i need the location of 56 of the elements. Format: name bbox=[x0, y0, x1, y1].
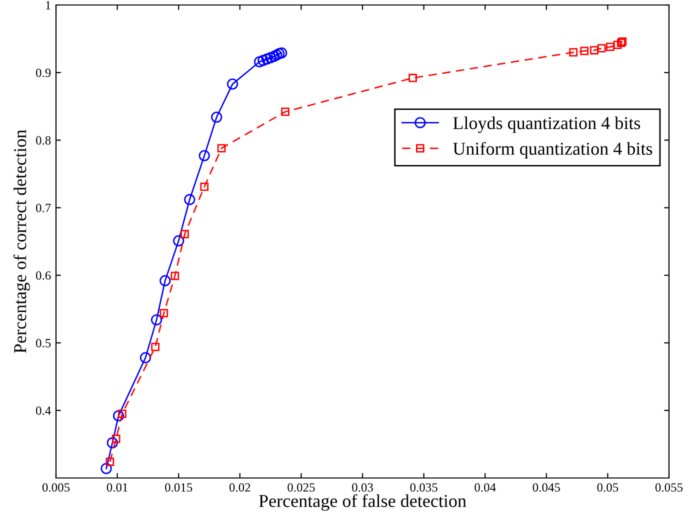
point bbox=[211, 112, 222, 123]
point bbox=[274, 48, 285, 60]
y-axis-title: Percentage of correct detection bbox=[13, 130, 30, 354]
point bbox=[112, 410, 124, 422]
x-tick-label: 0.04 bbox=[474, 483, 496, 492]
y-tick-label: 0.4 bbox=[36, 406, 51, 415]
x-tick-label: 0.055 bbox=[655, 483, 683, 492]
point bbox=[184, 194, 196, 206]
x-tick-label: 0.05 bbox=[597, 483, 618, 492]
point bbox=[198, 150, 210, 162]
point bbox=[569, 48, 578, 56]
point bbox=[106, 437, 118, 448]
point bbox=[226, 78, 238, 90]
x-tick-label: 0.015 bbox=[165, 483, 192, 492]
point bbox=[606, 42, 614, 52]
x-tick-label: 0.01 bbox=[106, 483, 128, 492]
point bbox=[100, 462, 112, 474]
point bbox=[408, 74, 417, 82]
point bbox=[613, 40, 622, 50]
x-tick-label: 0.045 bbox=[532, 483, 560, 492]
x-tick-label: 0.025 bbox=[288, 483, 315, 492]
point bbox=[160, 275, 171, 286]
point bbox=[180, 230, 189, 238]
point bbox=[173, 235, 184, 246]
point bbox=[261, 54, 272, 65]
point bbox=[112, 434, 120, 443]
x-tick-label: 0.02 bbox=[229, 483, 250, 492]
x-tick-label: 0.005 bbox=[42, 483, 70, 492]
y-tick-label: 0.7 bbox=[36, 204, 51, 212]
x-tick-label: 0.035 bbox=[410, 483, 438, 492]
point bbox=[106, 458, 114, 466]
point bbox=[200, 182, 209, 191]
y-tick-label: 0.6 bbox=[36, 271, 51, 280]
legend-label: Lloyds quantization 4 bits bbox=[453, 116, 640, 133]
point bbox=[170, 272, 180, 280]
x-tick-label: 0.03 bbox=[352, 483, 373, 492]
point bbox=[276, 47, 288, 59]
point bbox=[217, 144, 226, 152]
point bbox=[590, 46, 598, 54]
y-tick-label: 0.5 bbox=[36, 338, 51, 348]
point bbox=[150, 314, 162, 326]
point bbox=[268, 50, 280, 62]
point bbox=[140, 352, 152, 364]
point bbox=[597, 44, 606, 52]
point bbox=[580, 46, 589, 56]
point bbox=[151, 342, 160, 352]
y-tick-label: 0.8 bbox=[36, 136, 51, 145]
x-axis-title: Percentage of false detection bbox=[259, 494, 466, 511]
y-tick-label: 1 bbox=[46, 1, 50, 10]
point bbox=[281, 108, 290, 116]
point bbox=[258, 54, 269, 66]
y-tick-label: 0.9 bbox=[36, 68, 51, 78]
legend-label: Uniform quantization 4 bits bbox=[453, 142, 652, 158]
point bbox=[271, 49, 282, 61]
point bbox=[160, 308, 168, 318]
point bbox=[254, 56, 266, 68]
